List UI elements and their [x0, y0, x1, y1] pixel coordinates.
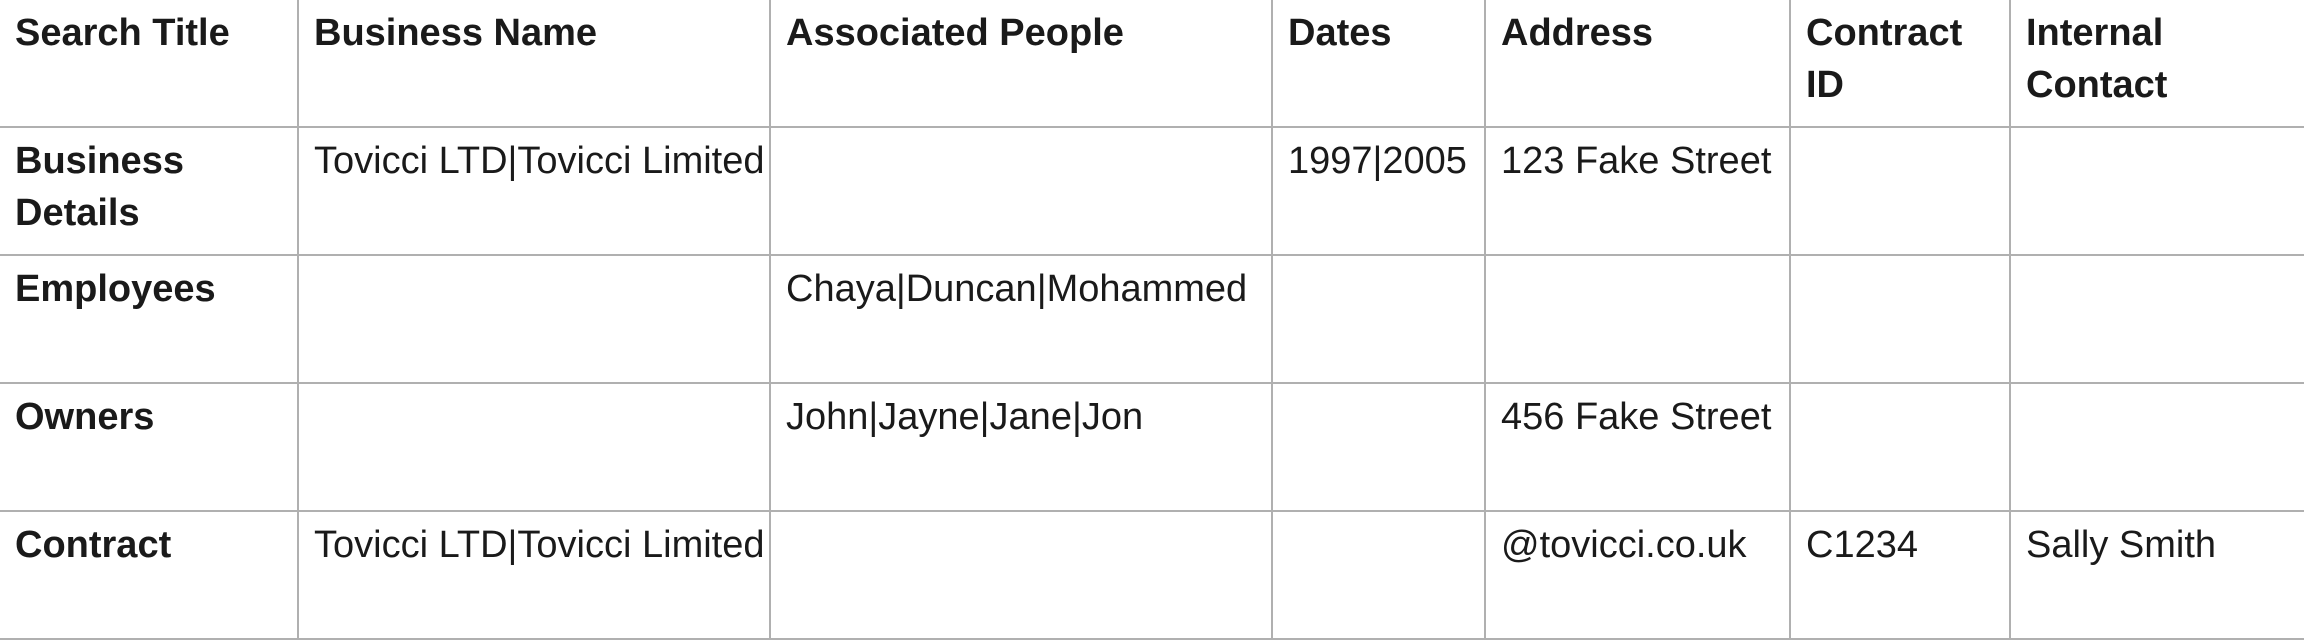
- column-header-search-title: Search Title: [0, 0, 298, 128]
- column-header-address: Address: [1484, 0, 1790, 128]
- table-header-row: Search Title Business Name Associated Pe…: [0, 0, 2304, 128]
- row-title-owners: Owners: [0, 383, 298, 512]
- row-title-contract: Contract: [0, 511, 298, 640]
- cell-contract-associated-people: [769, 511, 1272, 640]
- table-row-contract: Contract Tovicci LTD|Tovicci Limited @to…: [0, 511, 2304, 640]
- table-row-owners: Owners John|Jayne|Jane|Jon 456 Fake Stre…: [0, 383, 2304, 512]
- cell-owners-dates: [1271, 383, 1485, 512]
- column-header-contract-id: Contract ID: [1789, 0, 2010, 128]
- table-row-business-details: Business Details Tovicci LTD|Tovicci Lim…: [0, 127, 2304, 256]
- cell-employees-internal-contact: [2009, 255, 2304, 384]
- cell-owners-internal-contact: [2009, 383, 2304, 512]
- column-header-business-name: Business Name: [297, 0, 770, 128]
- cell-employees-address: [1484, 255, 1790, 384]
- row-title-employees: Employees: [0, 255, 298, 384]
- cell-business-details-dates: 1997|2005: [1271, 127, 1485, 256]
- table-row-employees: Employees Chaya|Duncan|Mohammed: [0, 255, 2304, 384]
- column-header-associated-people: Associated People: [769, 0, 1272, 128]
- cell-business-details-associated-people: [769, 127, 1272, 256]
- cell-business-details-contract-id: [1789, 127, 2010, 256]
- cell-contract-internal-contact: Sally Smith: [2009, 511, 2304, 640]
- cell-contract-dates: [1271, 511, 1485, 640]
- cell-owners-address: 456 Fake Street: [1484, 383, 1790, 512]
- cell-business-details-internal-contact: [2009, 127, 2304, 256]
- column-header-internal-contact: Internal Contact: [2009, 0, 2304, 128]
- cell-employees-contract-id: [1789, 255, 2010, 384]
- cell-owners-associated-people: John|Jayne|Jane|Jon: [769, 383, 1272, 512]
- row-title-business-details: Business Details: [0, 127, 298, 256]
- cell-contract-contract-id: C1234: [1789, 511, 2010, 640]
- cell-employees-associated-people: Chaya|Duncan|Mohammed: [769, 255, 1272, 384]
- cell-employees-business-name: [297, 255, 770, 384]
- cell-owners-contract-id: [1789, 383, 2010, 512]
- cell-business-details-address: 123 Fake Street: [1484, 127, 1790, 256]
- cell-business-details-business-name: Tovicci LTD|Tovicci Limited: [297, 127, 770, 256]
- cell-contract-address: @tovicci.co.uk: [1484, 511, 1790, 640]
- cell-contract-business-name: Tovicci LTD|Tovicci Limited: [297, 511, 770, 640]
- cell-employees-dates: [1271, 255, 1485, 384]
- column-header-dates: Dates: [1271, 0, 1485, 128]
- cell-owners-business-name: [297, 383, 770, 512]
